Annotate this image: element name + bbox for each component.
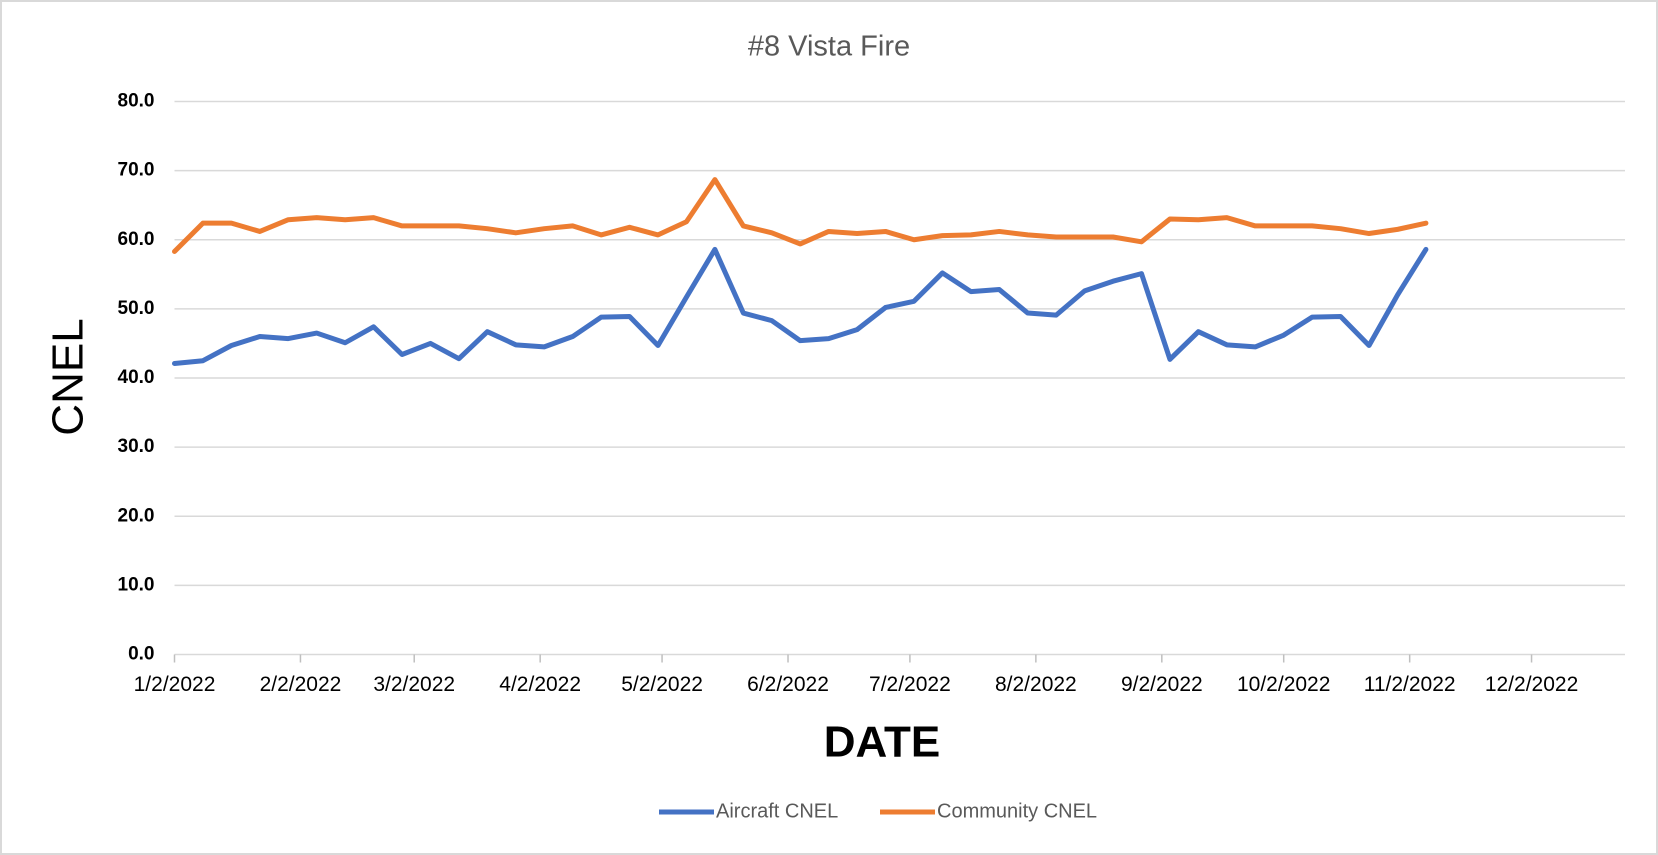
x-axis-label: DATE [824, 718, 941, 767]
y-tick-label: 30.0 [118, 436, 155, 457]
x-tick-label: 1/2/2022 [134, 673, 216, 696]
legend-label: Community CNEL [937, 800, 1097, 822]
y-tick-label: 50.0 [118, 298, 155, 319]
x-tick-label: 9/2/2022 [1121, 673, 1203, 696]
y-tick-label: 0.0 [128, 644, 154, 665]
x-tick-label: 3/2/2022 [373, 673, 455, 696]
y-tick-label: 40.0 [118, 367, 155, 388]
x-tick-label: 8/2/2022 [995, 673, 1077, 696]
x-tick-label: 10/2/2022 [1237, 673, 1330, 696]
y-tick-label: 70.0 [118, 160, 155, 181]
x-tick-label: 4/2/2022 [499, 673, 581, 696]
x-tick-label: 11/2/2022 [1364, 673, 1456, 696]
x-tick-label: 7/2/2022 [869, 673, 951, 696]
y-tick-label: 20.0 [118, 505, 155, 526]
line-series [172, 177, 1429, 255]
chart-title: #8 Vista Fire [748, 31, 910, 63]
legend-label: Aircraft CNEL [716, 800, 838, 822]
x-tick-label: 2/2/2022 [260, 673, 342, 696]
y-tick-label: 80.0 [118, 91, 155, 112]
y-axis-label: CNEL [44, 318, 93, 435]
x-tick-label: 12/2/2022 [1485, 673, 1578, 696]
line-series [172, 246, 1429, 366]
x-tick-label: 5/2/2022 [621, 673, 703, 696]
y-tick-label: 60.0 [118, 229, 155, 250]
y-tick-label: 10.0 [118, 574, 155, 595]
x-tick-label: 6/2/2022 [747, 673, 829, 696]
